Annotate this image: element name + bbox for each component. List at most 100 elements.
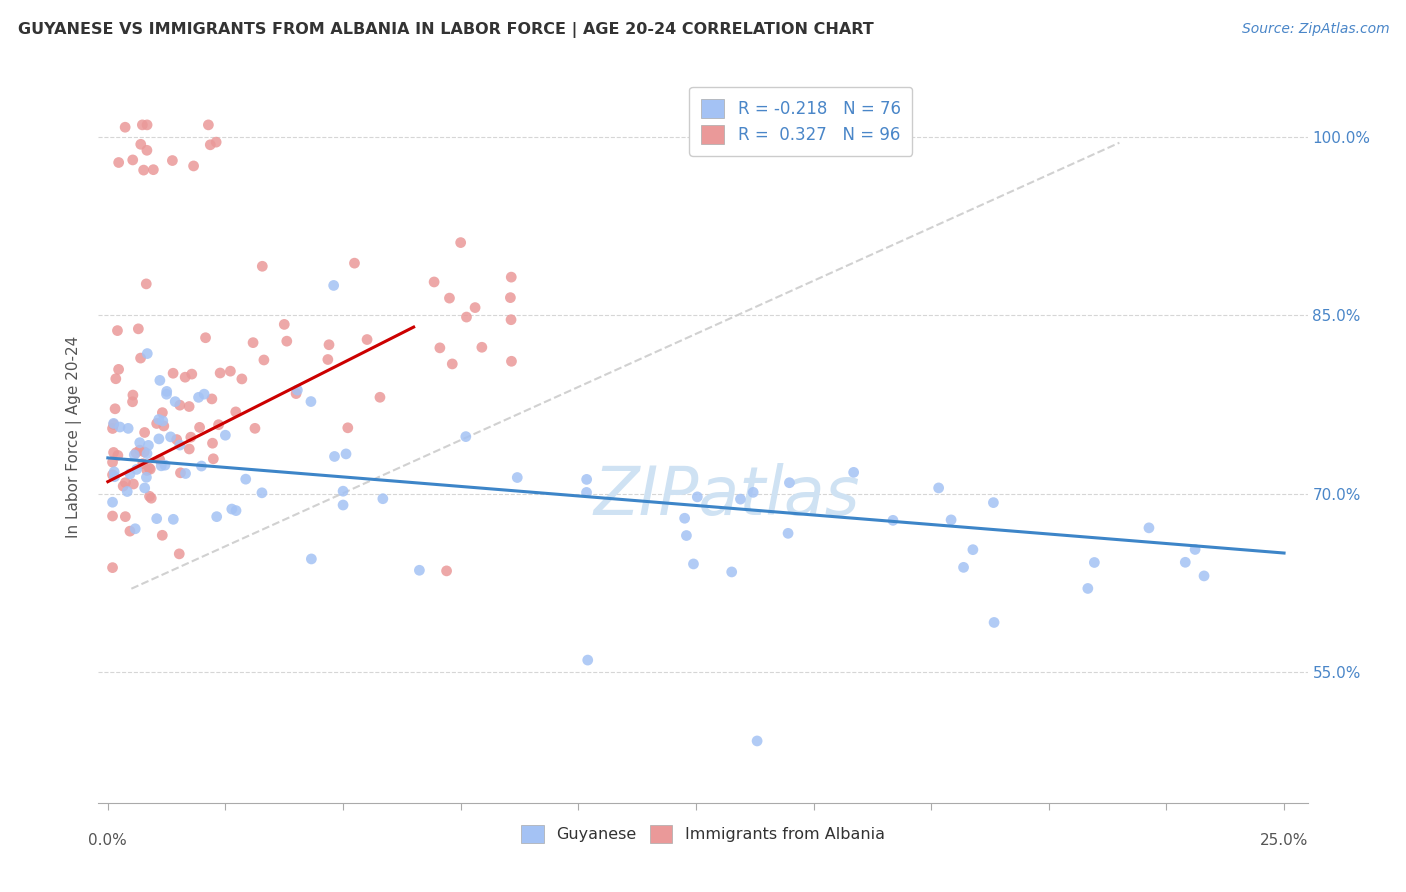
Point <box>136 346 159 360</box>
Point <box>745 734 768 748</box>
Point <box>499 312 522 326</box>
Point <box>169 466 191 480</box>
Point <box>129 137 152 152</box>
Point <box>207 417 229 432</box>
Point <box>201 392 224 406</box>
Point <box>174 467 197 481</box>
Point <box>882 513 904 527</box>
Point <box>225 503 247 517</box>
Point <box>101 421 124 435</box>
Point <box>1137 521 1160 535</box>
Point <box>114 475 136 490</box>
Point <box>136 447 159 461</box>
Point <box>118 467 141 481</box>
Point <box>162 153 184 168</box>
Point <box>155 387 177 401</box>
Point <box>501 270 523 285</box>
Point <box>101 560 124 574</box>
Point <box>122 477 145 491</box>
Point <box>501 354 523 368</box>
Point <box>124 448 146 462</box>
Point <box>124 522 146 536</box>
Point <box>575 472 598 486</box>
Point <box>188 420 211 434</box>
Point <box>174 370 197 384</box>
Point <box>686 490 709 504</box>
Point <box>441 357 464 371</box>
Point <box>299 394 322 409</box>
Point <box>135 463 157 477</box>
Point <box>159 430 181 444</box>
Point <box>101 455 124 469</box>
Point <box>778 475 800 490</box>
Point <box>149 373 172 387</box>
Point <box>471 340 494 354</box>
Point <box>117 421 139 435</box>
Point <box>148 432 170 446</box>
Point <box>673 511 696 525</box>
Point <box>112 479 135 493</box>
Point <box>134 481 156 495</box>
Point <box>842 466 865 480</box>
Point <box>952 560 974 574</box>
Point <box>454 429 477 443</box>
Text: ZIPatlas: ZIPatlas <box>593 463 860 529</box>
Point <box>190 458 212 473</box>
Point <box>118 524 141 538</box>
Point <box>107 449 129 463</box>
Point <box>983 495 1005 509</box>
Text: Source: ZipAtlas.com: Source: ZipAtlas.com <box>1241 22 1389 37</box>
Point <box>183 159 205 173</box>
Point <box>243 421 266 435</box>
Point <box>408 563 430 577</box>
Point <box>316 352 339 367</box>
Point <box>962 542 984 557</box>
Point <box>221 502 243 516</box>
Point <box>121 153 143 167</box>
Point <box>682 557 704 571</box>
Point <box>285 383 308 397</box>
Point <box>576 653 599 667</box>
Point <box>162 366 184 380</box>
Point <box>939 513 962 527</box>
Point <box>142 162 165 177</box>
Point <box>115 484 138 499</box>
Point <box>169 438 191 452</box>
Point <box>125 462 148 476</box>
Point <box>720 565 742 579</box>
Point <box>436 564 458 578</box>
Point <box>1192 569 1215 583</box>
Point <box>423 275 446 289</box>
Point <box>456 310 478 324</box>
Point <box>136 118 159 132</box>
Point <box>128 443 150 458</box>
Point <box>104 401 127 416</box>
Point <box>122 388 145 402</box>
Point <box>150 406 173 420</box>
Point <box>194 331 217 345</box>
Point <box>153 419 176 434</box>
Point <box>138 461 160 475</box>
Point <box>335 447 357 461</box>
Point <box>150 458 173 473</box>
Point <box>187 390 209 404</box>
Point <box>132 163 155 178</box>
Point <box>121 394 143 409</box>
Point <box>205 135 228 149</box>
Point <box>464 301 486 315</box>
Point <box>107 362 129 376</box>
Point <box>165 394 187 409</box>
Point <box>162 512 184 526</box>
Point <box>131 118 153 132</box>
Point <box>114 120 136 135</box>
Point <box>252 260 274 274</box>
Point <box>201 436 224 450</box>
Legend: Guyanese, Immigrants from Albania: Guyanese, Immigrants from Albania <box>515 819 891 850</box>
Point <box>209 366 232 380</box>
Point <box>1174 555 1197 569</box>
Point <box>778 526 800 541</box>
Point <box>135 277 157 291</box>
Point <box>371 491 394 506</box>
Point <box>134 425 156 440</box>
Point <box>127 322 149 336</box>
